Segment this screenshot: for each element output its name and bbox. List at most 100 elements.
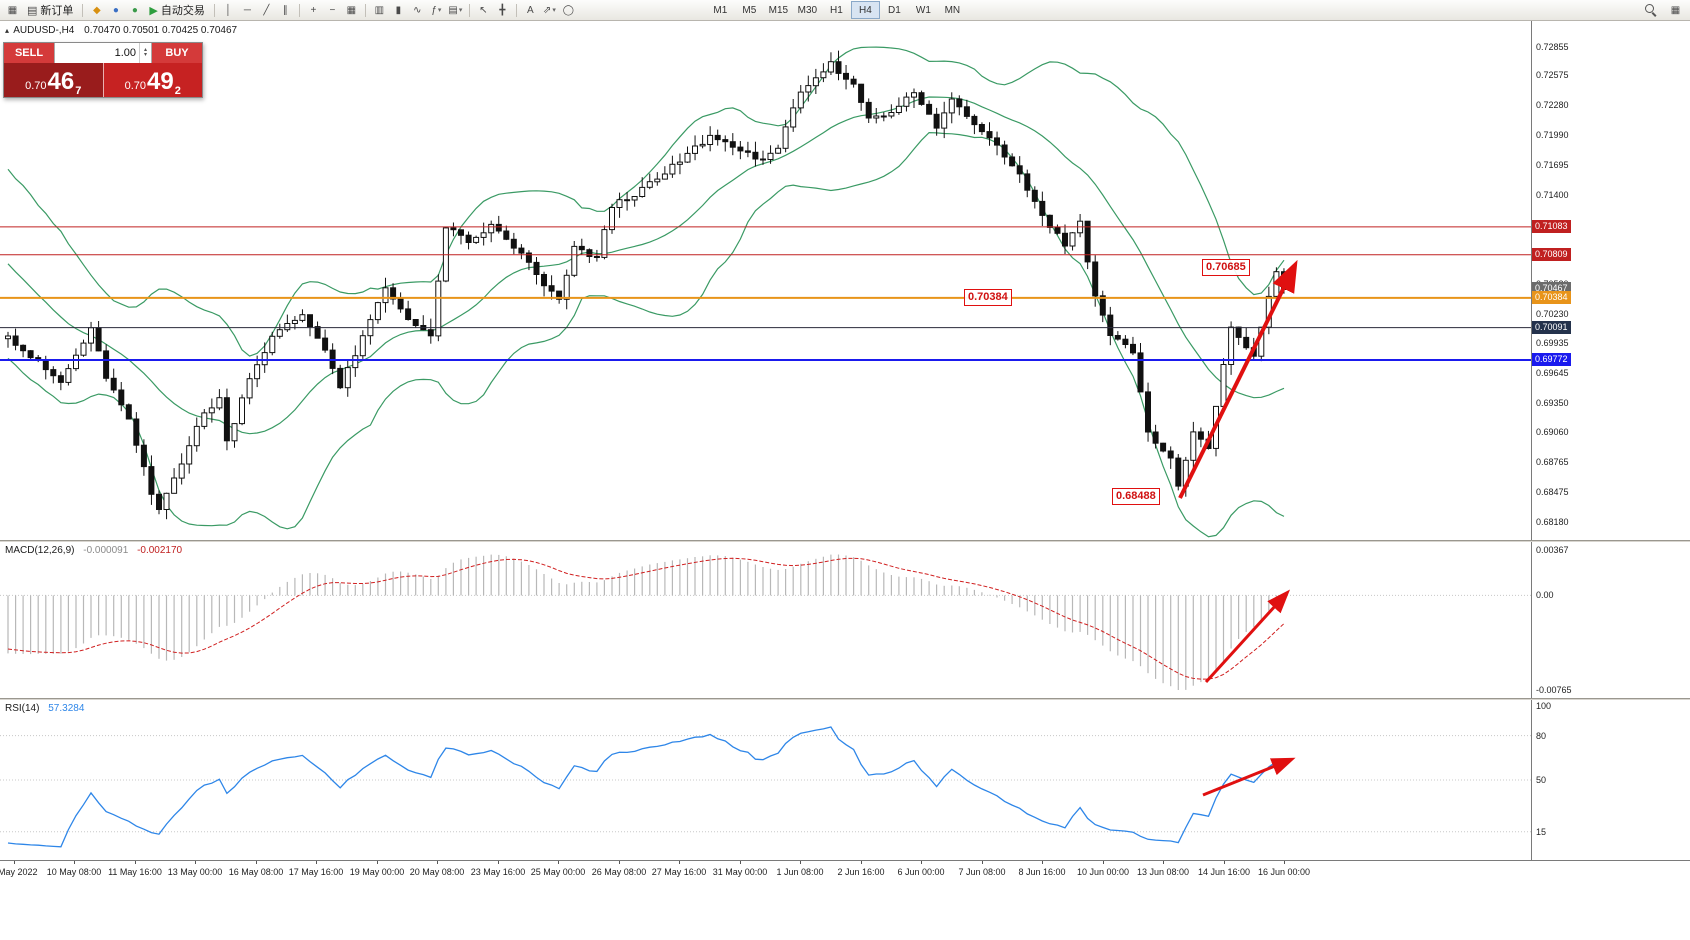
market-icon[interactable]: ●: [107, 2, 124, 18]
candle: [963, 106, 970, 117]
rsi-pane[interactable]: RSI(14) 57.3284 100 80 50 15: [0, 700, 1690, 860]
timeframe-h4[interactable]: H4: [850, 1, 880, 19]
sell-button[interactable]: SELL: [4, 43, 54, 63]
candle: [895, 105, 902, 114]
candle: [50, 369, 57, 377]
arrow-objects-icon[interactable]: ⇗ ▾: [541, 2, 558, 18]
candlestick-chart-icon[interactable]: ▮: [390, 2, 407, 18]
signals-icon[interactable]: ●: [126, 2, 143, 18]
buy-button[interactable]: BUY: [152, 43, 202, 63]
macd-axis[interactable]: 0.00367 0.00 -0.00765: [1531, 542, 1690, 698]
mql5-community-icon[interactable]: ◆: [88, 2, 105, 18]
price-annotation[interactable]: 0.70685: [1202, 259, 1250, 276]
zoom-out-icon[interactable]: −: [324, 2, 341, 18]
buy-price[interactable]: 0.70 49 2: [102, 63, 202, 97]
candle: [729, 141, 736, 148]
timeframe-m1[interactable]: M1: [713, 4, 728, 16]
timeframe-h1[interactable]: H1: [829, 4, 843, 16]
cursor-icon[interactable]: ↖: [475, 2, 492, 18]
bar-chart-icon[interactable]: ▥: [371, 2, 388, 18]
timeframe-d1[interactable]: D1: [887, 4, 901, 16]
templates-icon[interactable]: ▤ ▾: [447, 2, 464, 18]
candle: [593, 256, 600, 258]
rsi-axis[interactable]: 100 80 50 15: [1531, 700, 1690, 860]
price-chart-pane[interactable]: ▴ AUDUSD-,H4 0.70470 0.70501 0.70425 0.7…: [0, 20, 1690, 540]
price-chart-canvas[interactable]: [0, 20, 1532, 540]
trend-arrow-up[interactable]: [1178, 259, 1298, 499]
bollinger-middle-band: [7, 96, 1285, 435]
pane-splitter[interactable]: [0, 540, 1690, 543]
zoom-in-icon[interactable]: +: [305, 2, 322, 18]
market-icon: ●: [112, 4, 119, 16]
macd-canvas[interactable]: [0, 542, 1532, 698]
candle: [57, 375, 64, 383]
timeframe-m5[interactable]: M5: [742, 4, 757, 16]
price-annotation[interactable]: 0.70384: [964, 289, 1012, 306]
candle: [563, 274, 570, 300]
timeframe-w1[interactable]: W1: [915, 4, 931, 16]
trendline-icon[interactable]: ╱: [258, 2, 275, 18]
price-axis[interactable]: 0.72855 0.72575 0.72280 0.71990 0.71695 0.714…: [1531, 20, 1690, 540]
vertical-line-icon[interactable]: │: [220, 2, 237, 18]
text-label-icon[interactable]: A: [522, 2, 539, 18]
bollinger-upper-band: [7, 46, 1285, 357]
candle: [322, 337, 329, 351]
rsi-label: RSI(14) 57.3284: [5, 703, 84, 714]
line-chart-icon[interactable]: ∿: [409, 2, 426, 18]
volume-value[interactable]: 1.00: [114, 47, 136, 59]
time-axis[interactable]: 9 May 2022 10 May 08:00 11 May 16:00 13 May…: [0, 860, 1690, 885]
rsi-trend-arrow[interactable]: [1202, 757, 1296, 797]
timeframe-m30[interactable]: M30: [797, 4, 818, 16]
chevron-down-icon[interactable]: ▾: [552, 7, 556, 14]
new-chart-icon[interactable]: ▦: [4, 2, 21, 18]
indicators-icon[interactable]: ƒ ▾: [428, 2, 445, 18]
time-tick: [1103, 861, 1104, 864]
macd-pane[interactable]: MACD(12,26,9) -0.000091 -0.002170 0.0036…: [0, 542, 1690, 698]
candle: [820, 71, 827, 79]
price-annotation[interactable]: 0.68488: [1112, 488, 1160, 505]
candlestick-chart-icon: ▮: [395, 4, 402, 16]
autotrading-button[interactable]: ▶ 自动交易: [145, 2, 208, 18]
candle: [73, 354, 79, 370]
timeframe-mn[interactable]: MN: [944, 4, 961, 16]
volume-spinner[interactable]: ▴ ▾: [139, 43, 151, 63]
crosshair-icon[interactable]: ╋: [494, 2, 511, 18]
time-label: 10 Jun 00:00: [1076, 867, 1130, 877]
pane-splitter[interactable]: [0, 698, 1690, 701]
chevron-down-icon[interactable]: ▾: [437, 7, 442, 14]
new-order-button[interactable]: ▤ 新订单: [23, 2, 77, 18]
volume-up-icon[interactable]: ▴: [143, 47, 147, 53]
time-label: 13 Jun 08:00: [1136, 867, 1190, 877]
one-click-trading-panel: SELL 1.00 ▴ ▾ BUY 0.70 46 7 0.70 49 2: [3, 42, 203, 98]
sell-price[interactable]: 0.70 46 7: [4, 63, 103, 97]
timeframe-m15[interactable]: M15: [768, 4, 789, 16]
candle: [223, 397, 230, 442]
autotrading-button: ▶: [149, 4, 158, 17]
candle: [941, 112, 948, 129]
search-icon[interactable]: [1645, 3, 1658, 17]
candle: [518, 247, 525, 254]
candle: [639, 186, 646, 197]
time-tick: [619, 861, 620, 864]
candle: [586, 249, 593, 257]
candle: [911, 92, 917, 98]
shapes-icon[interactable]: ◯: [560, 2, 577, 18]
horizontal-line-icon[interactable]: ─: [239, 2, 256, 18]
macd-trend-arrow[interactable]: [1204, 589, 1291, 684]
toolbar-separator: [298, 3, 300, 17]
tile-windows-icon[interactable]: ▦: [343, 2, 360, 18]
time-tick: [1042, 861, 1043, 864]
equidistant-channel-icon[interactable]: ∥: [277, 2, 294, 18]
candle: [1228, 326, 1235, 366]
volume-down-icon[interactable]: ▾: [143, 52, 147, 58]
candle: [95, 327, 102, 352]
signals-icon: ●: [131, 4, 138, 16]
rsi-canvas[interactable]: [0, 700, 1532, 860]
candle: [88, 327, 94, 344]
chevron-down-icon[interactable]: ▾: [458, 7, 463, 14]
time-label: 7 Jun 08:00: [958, 867, 1006, 877]
candle: [578, 245, 585, 251]
tile-grid-icon[interactable]: ▦: [1670, 4, 1681, 16]
volume-stepper[interactable]: 1.00 ▴ ▾: [54, 43, 152, 63]
candle: [1167, 450, 1174, 459]
